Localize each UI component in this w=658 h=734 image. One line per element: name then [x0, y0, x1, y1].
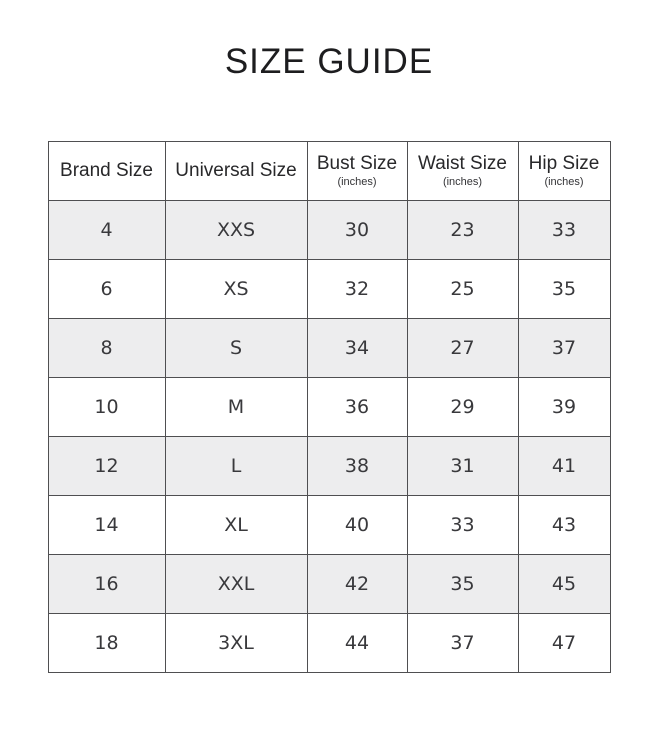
- header-brand-size: Brand Size: [47, 141, 166, 201]
- header-unit-label: (inches): [442, 175, 483, 188]
- cell-bust-size: 34: [306, 318, 408, 378]
- header-row: Brand Size Universal Size Bust Size (inc…: [47, 141, 611, 201]
- header-label: Bust Size: [316, 153, 398, 174]
- table-row: 14 XL 40 33 43: [47, 495, 611, 555]
- table-row: 12 L 38 31 41: [47, 436, 611, 496]
- cell-brand-size: 14: [47, 495, 166, 555]
- cell-brand-size: 12: [47, 436, 166, 496]
- cell-universal-size: XXS: [164, 200, 308, 260]
- cell-bust-size: 42: [306, 554, 408, 614]
- cell-bust-size: 32: [306, 259, 408, 319]
- header-waist-size: Waist Size (inches): [406, 141, 519, 201]
- header-label: Waist Size: [417, 153, 508, 174]
- table-row: 18 3XL 44 37 47: [47, 613, 611, 673]
- cell-bust-size: 38: [306, 436, 408, 496]
- cell-universal-size: S: [164, 318, 308, 378]
- cell-hip-size: 35: [517, 259, 611, 319]
- cell-bust-size: 40: [306, 495, 408, 555]
- cell-hip-size: 37: [517, 318, 611, 378]
- table-row: 10 M 36 29 39: [47, 377, 611, 437]
- header-label: Hip Size: [528, 153, 600, 174]
- cell-waist-size: 29: [406, 377, 519, 437]
- table-row: 16 XXL 42 35 45: [47, 554, 611, 614]
- cell-waist-size: 25: [406, 259, 519, 319]
- cell-brand-size: 18: [47, 613, 166, 673]
- cell-universal-size: 3XL: [164, 613, 308, 673]
- cell-bust-size: 44: [306, 613, 408, 673]
- table-row: 4 XXS 30 23 33: [47, 200, 611, 260]
- page-title: SIZE GUIDE: [224, 42, 434, 81]
- cell-bust-size: 36: [306, 377, 408, 437]
- cell-brand-size: 4: [47, 200, 166, 260]
- header-unit-label: (inches): [544, 175, 584, 188]
- cell-universal-size: XL: [164, 495, 308, 555]
- cell-waist-size: 33: [406, 495, 519, 555]
- size-guide-table: Brand Size Universal Size Bust Size (inc…: [47, 141, 611, 673]
- cell-hip-size: 41: [517, 436, 611, 496]
- header-label: Universal Size: [175, 159, 297, 181]
- cell-hip-size: 47: [517, 613, 611, 673]
- cell-brand-size: 6: [47, 259, 166, 319]
- cell-waist-size: 35: [406, 554, 519, 614]
- header-hip-size: Hip Size (inches): [517, 141, 611, 201]
- cell-brand-size: 16: [47, 554, 166, 614]
- cell-waist-size: 27: [406, 318, 519, 378]
- cell-waist-size: 37: [406, 613, 519, 673]
- cell-brand-size: 8: [47, 318, 166, 378]
- header-universal-size: Universal Size: [164, 141, 308, 201]
- cell-hip-size: 45: [517, 554, 611, 614]
- cell-waist-size: 31: [406, 436, 519, 496]
- header-unit-label: (inches): [337, 175, 377, 188]
- cell-universal-size: XXL: [164, 554, 308, 614]
- header-bust-size: Bust Size (inches): [306, 141, 408, 201]
- cell-brand-size: 10: [47, 377, 166, 437]
- cell-universal-size: L: [164, 436, 308, 496]
- header-label: Brand Size: [60, 159, 153, 181]
- table-row: 6 XS 32 25 35: [47, 259, 611, 319]
- cell-universal-size: M: [164, 377, 308, 437]
- cell-hip-size: 43: [517, 495, 611, 555]
- cell-hip-size: 33: [517, 200, 611, 260]
- cell-universal-size: XS: [164, 259, 308, 319]
- cell-bust-size: 30: [306, 200, 408, 260]
- table-row: 8 S 34 27 37: [47, 318, 611, 378]
- cell-hip-size: 39: [517, 377, 611, 437]
- cell-waist-size: 23: [406, 200, 519, 260]
